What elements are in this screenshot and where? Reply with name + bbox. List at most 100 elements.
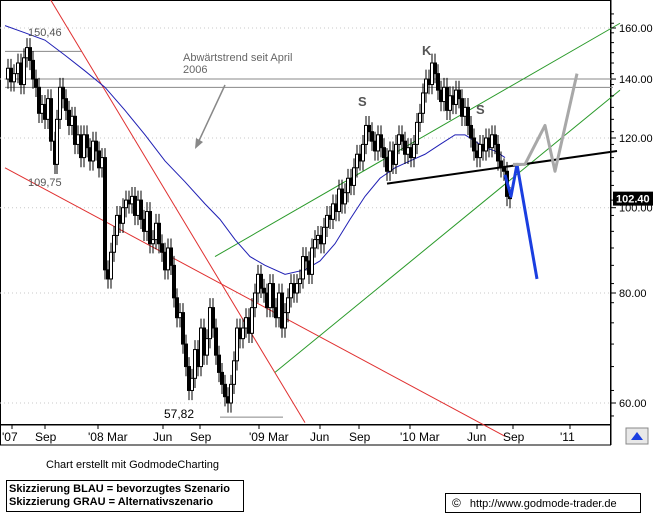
price-candle xyxy=(502,167,506,172)
price-candle xyxy=(103,157,107,271)
price-candle xyxy=(49,98,53,142)
price-candle xyxy=(310,247,314,275)
price-candle xyxy=(109,251,113,280)
price-candle xyxy=(169,247,173,266)
chart-credit: Chart erstellt mit GodmodeCharting xyxy=(46,459,220,471)
chart-annotation: S xyxy=(476,102,485,117)
price-candle xyxy=(220,371,224,385)
price-candle xyxy=(433,62,437,75)
price-candle xyxy=(235,327,239,362)
price-candle xyxy=(457,89,461,100)
price-candle xyxy=(394,143,398,165)
red-trendline xyxy=(50,0,306,423)
price-candle xyxy=(469,124,473,139)
chart-annotation: 57,82 xyxy=(164,407,194,421)
price-candle xyxy=(85,134,89,149)
moving-average-line xyxy=(4,25,506,275)
price-candle xyxy=(73,115,77,145)
price-candle xyxy=(370,131,374,142)
price-candle xyxy=(223,383,227,398)
price-candle xyxy=(94,140,98,152)
price-candle xyxy=(352,167,356,186)
price-candle xyxy=(253,292,257,309)
price-candle xyxy=(283,312,287,329)
price-candle xyxy=(217,354,221,373)
price-candle xyxy=(412,143,416,159)
price-candle xyxy=(304,256,308,262)
price-candle xyxy=(421,92,425,114)
price-candle xyxy=(28,47,32,61)
price-candle xyxy=(229,383,233,404)
price-candle xyxy=(121,207,125,224)
last-price-tag xyxy=(613,191,653,206)
price-candle xyxy=(379,134,383,149)
x-tick-label: Sep xyxy=(35,430,57,444)
x-tick-label: '11 xyxy=(560,430,575,444)
price-candle xyxy=(361,143,365,162)
price-candle xyxy=(55,118,59,165)
x-tick-label: Jun xyxy=(153,430,172,444)
price-candle xyxy=(148,211,152,245)
price-candle xyxy=(418,112,422,123)
y-tick-label: 80.00 xyxy=(619,288,647,300)
chart-annotation: 109,75 xyxy=(28,177,62,189)
price-candle xyxy=(64,98,68,111)
price-candle xyxy=(37,86,41,114)
price-candle xyxy=(214,327,218,356)
last-price-label: 102.40 xyxy=(616,194,650,206)
price-candle xyxy=(322,226,326,245)
price-candle xyxy=(472,137,476,152)
price-candle xyxy=(139,199,143,220)
price-candle xyxy=(271,283,275,309)
corner-arrow-icon xyxy=(631,432,643,440)
blue-scenario-path xyxy=(503,162,539,280)
price-candle xyxy=(232,360,236,385)
scenario-legend: Skizzierung BLAU = bevorzugtes Szenario … xyxy=(6,480,244,512)
price-candle xyxy=(181,312,185,345)
price-candle xyxy=(190,377,194,391)
copyright-icon: © xyxy=(452,496,461,510)
price-candle xyxy=(160,243,164,253)
price-candle xyxy=(313,239,317,249)
trend-note-text: Abwärtstrend seit April xyxy=(183,52,292,64)
grid-layer xyxy=(0,27,610,404)
scenario-layer xyxy=(503,73,579,280)
x-tick-label: Sep xyxy=(190,430,212,444)
price-candle xyxy=(325,214,329,228)
price-candle xyxy=(241,327,245,340)
x-tick-label: '07 xyxy=(2,430,18,444)
y-tick-label: 120.00 xyxy=(619,133,653,145)
price-candle xyxy=(343,192,347,205)
x-tick-label: '10 Mar xyxy=(400,430,440,444)
y-tick-label: 60.00 xyxy=(619,398,647,410)
price-candle xyxy=(259,273,263,289)
annotation-layer: 150,46 109,75 57,82 S K S Abwärtstrend seit Ap… xyxy=(28,27,485,421)
price-candle xyxy=(367,124,371,133)
price-candle xyxy=(151,239,155,245)
price-candle xyxy=(298,278,302,285)
price-candle xyxy=(466,106,470,126)
y-tick-label: 140.00 xyxy=(619,74,653,86)
chart-annotation: K xyxy=(422,43,432,58)
plot-area xyxy=(0,0,611,425)
moving-average-layer xyxy=(4,25,506,275)
price-candle xyxy=(205,338,209,356)
chart-annotation: 150,46 xyxy=(28,27,62,39)
price-bars-layer xyxy=(6,38,512,413)
legend-blue-label: Skizzierung BLAU = bevorzugtes Szenario xyxy=(9,483,230,495)
price-candle xyxy=(172,264,176,299)
site-url-link[interactable]: http://www.godmode-trader.de xyxy=(469,498,617,510)
price-candle xyxy=(262,287,266,294)
price-candle xyxy=(115,214,119,236)
price-candle xyxy=(493,134,497,145)
price-candle xyxy=(184,343,188,368)
price-candle xyxy=(157,222,161,245)
price-candle xyxy=(424,78,428,94)
trend-note-text: 2006 xyxy=(183,64,207,76)
price-candle xyxy=(499,160,503,169)
trend-note-arrowhead-icon xyxy=(195,138,203,149)
x-tick-label: Jun xyxy=(310,430,329,444)
price-candle xyxy=(61,86,65,100)
